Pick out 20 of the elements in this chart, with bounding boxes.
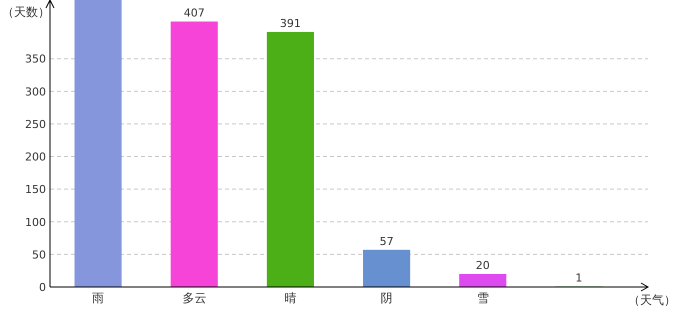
- y-tick-label: 150: [25, 183, 46, 196]
- y-tick-label: 300: [25, 85, 46, 98]
- y-tick-label: 200: [25, 150, 46, 164]
- data-label: 407: [184, 6, 205, 20]
- x-tick-label: 晴: [284, 291, 296, 305]
- y-tick-label: 50: [32, 248, 46, 262]
- y-tick-label: 350: [25, 52, 46, 66]
- x-tick-label: 阴: [380, 291, 393, 305]
- x-tick-label: 雪: [476, 291, 489, 305]
- data-label: 391: [280, 16, 301, 30]
- y-axis-title: （天数）: [2, 5, 50, 19]
- y-tick-label: 100: [25, 216, 46, 229]
- data-label: 57: [380, 234, 394, 248]
- x-tick-label: 多云: [182, 291, 206, 305]
- y-tick-label: 0: [39, 281, 46, 294]
- data-label: 20: [476, 258, 490, 272]
- y-tick-label: 250: [25, 118, 46, 131]
- x-axis-title: （天气）: [628, 293, 676, 307]
- data-label: 1: [575, 271, 582, 284]
- x-tick-label: 雨: [92, 291, 104, 305]
